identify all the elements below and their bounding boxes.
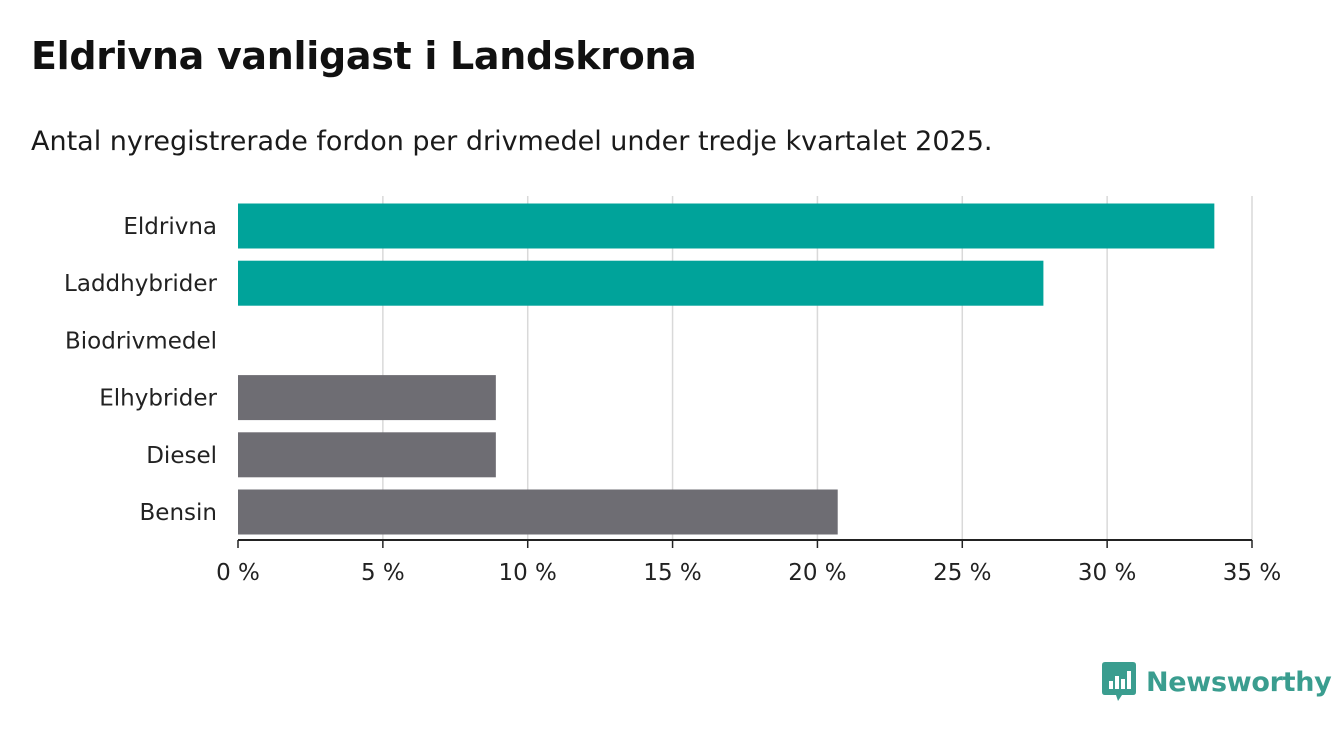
category-label: Eldrivna — [123, 214, 217, 240]
category-label: Diesel — [146, 443, 217, 469]
category-label: Laddhybrider — [64, 271, 217, 297]
x-tick-label: 5 % — [361, 560, 405, 586]
bar — [238, 203, 1215, 249]
x-tick-label: 35 % — [1223, 560, 1281, 586]
bars — [238, 203, 1215, 535]
grid-lines — [382, 196, 1253, 540]
category-labels: Eldrivna Laddhybrider Biodrivmedel Elhybrid… — [64, 214, 217, 526]
bar — [238, 260, 1044, 306]
category-label: Biodrivmedel — [65, 328, 217, 354]
x-tick-label: 25 % — [933, 560, 991, 586]
category-label: Bensin — [140, 500, 217, 526]
chart-title: Eldrivna vanligast i Landskrona — [31, 34, 697, 78]
bar — [238, 432, 496, 478]
bar — [238, 375, 496, 421]
x-tick-label: 15 % — [643, 560, 701, 586]
bar-chart-speech-bubble-icon — [1102, 662, 1136, 701]
brand-name: Newsworthy — [1146, 666, 1332, 698]
x-axis: 0 % 5 % 10 % 15 % 20 % 25 % 30 % 35 % — [216, 539, 1281, 586]
x-tick-label: 0 % — [216, 560, 260, 586]
chart-subtitle: Antal nyregistrerade fordon per drivmede… — [31, 126, 993, 157]
newsworthy-logo: Newsworthy — [1102, 662, 1332, 702]
x-tick-label: 30 % — [1078, 560, 1136, 586]
x-tick-label: 10 % — [498, 560, 556, 586]
category-label: Elhybrider — [99, 386, 217, 412]
x-tick-label: 20 % — [788, 560, 846, 586]
bar — [238, 489, 838, 535]
